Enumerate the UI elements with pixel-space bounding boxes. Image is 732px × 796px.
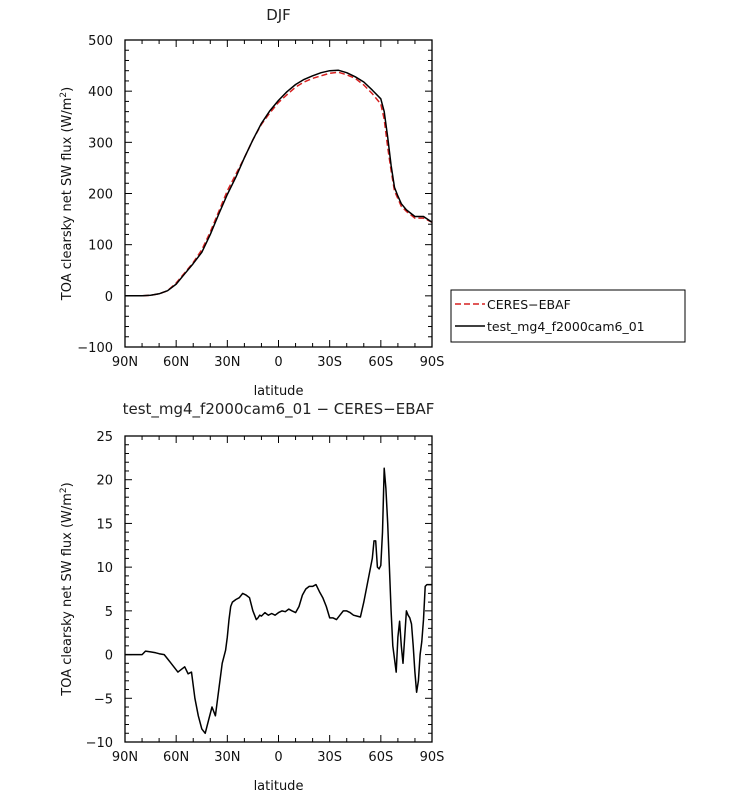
x-tick-label: 90S [420,355,445,370]
y-tick-label: 0 [105,649,113,664]
y-axis-label-end: ) [60,87,75,92]
x-tick-label: 60S [368,750,393,765]
y-axis-label-superscript: 2 [59,487,69,493]
x-tick-label: 30S [317,355,342,370]
y-tick-label: 500 [88,34,113,49]
y-axis-label-superscript: 2 [59,92,69,98]
chart-title: test_mg4_f2000cam6_01 − CERES−EBAF [123,400,435,419]
y-axis-label: TOA clearsky net SW flux (W/m2) [59,87,75,301]
x-tick-label: 90N [112,750,138,765]
bottom-panel-difference: test_mg4_f2000cam6_01 − CERES−EBAF 90N 60N… [59,400,444,794]
y-axis-label-main: TOA clearsky net SW flux (W/m [60,493,75,697]
y-tick-label: −10 [86,736,113,751]
x-tick-label: 30N [214,355,240,370]
x-tick-label: 0 [274,750,282,765]
legend-label: test_mg4_f2000cam6_01 [487,319,645,334]
y-tick-label: 15 [96,517,113,532]
x-axis-label: latitude [254,779,304,794]
y-tick-label: 400 [88,85,113,100]
top-panel-djf: DJF 90N 60N 30N 0 30S 60S 90S −100 0 100 200 300 400 5… [59,6,444,399]
legend-label: CERES−EBAF [487,297,571,312]
x-tick-label: 0 [274,355,282,370]
y-tick-label: −5 [94,692,113,707]
x-tick-label: 30S [317,750,342,765]
y-tick-label: 25 [96,430,113,445]
chart-title: DJF [266,6,291,24]
y-tick-label: 20 [96,474,113,489]
x-tick-label: 90S [420,750,445,765]
series-line-difference [125,467,432,735]
x-tick-label: 30N [214,750,240,765]
y-tick-label: 100 [88,239,113,254]
series-line-test-mg4-f2000cam6-01 [125,69,433,297]
legend: CERES−EBAF test_mg4_f2000cam6_01 [450,289,686,343]
x-tick-label: 90N [112,355,138,370]
y-tick-label: 10 [96,561,113,576]
y-tick-label: 0 [105,290,113,305]
x-tick-label: 60S [368,355,393,370]
y-axis-label-end: ) [60,482,75,487]
plot-frame [124,39,433,348]
series-line-ceres-ebaf [125,71,433,297]
y-axis-label: TOA clearsky net SW flux (W/m2) [59,482,75,696]
x-axis-label: latitude [254,384,304,399]
x-tick-label: 60N [163,750,189,765]
y-tick-label: −100 [77,341,113,356]
y-tick-label: 200 [88,188,113,203]
x-tick-label: 60N [163,355,189,370]
y-axis-label-main: TOA clearsky net SW flux (W/m [60,98,75,302]
y-tick-label: 300 [88,136,113,151]
y-tick-label: 5 [105,605,113,620]
legend-box [450,289,686,343]
